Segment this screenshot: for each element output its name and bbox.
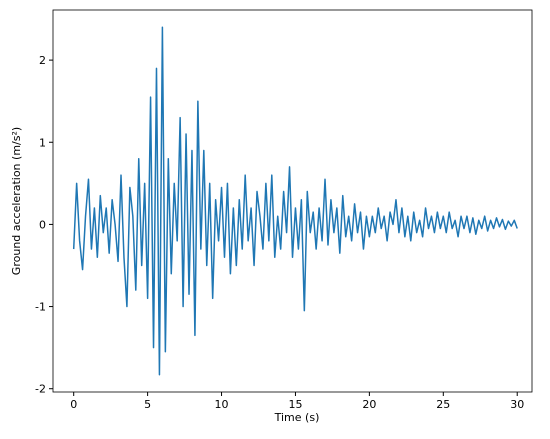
- y-tick-label: 1: [39, 136, 46, 149]
- x-tick-label: 10: [215, 398, 229, 411]
- y-tick-label: -1: [35, 301, 46, 314]
- line: [72, 26, 518, 376]
- x-tick-label: 20: [362, 398, 376, 411]
- y-tick-label: -2: [35, 383, 46, 396]
- x-tick-label: 15: [288, 398, 302, 411]
- x-tick-label: 25: [436, 398, 450, 411]
- x-tick-label: 5: [144, 398, 151, 411]
- y-tick-label: 2: [39, 54, 46, 67]
- x-axis-label: Time (s): [274, 411, 320, 424]
- x-tick-label: 0: [70, 398, 77, 411]
- y-tick-label: 0: [39, 218, 46, 231]
- y-axis-label: Ground acceleration (m/s²): [10, 127, 23, 275]
- plot-frame: [52, 9, 533, 393]
- x-tick-label: 30: [510, 398, 524, 411]
